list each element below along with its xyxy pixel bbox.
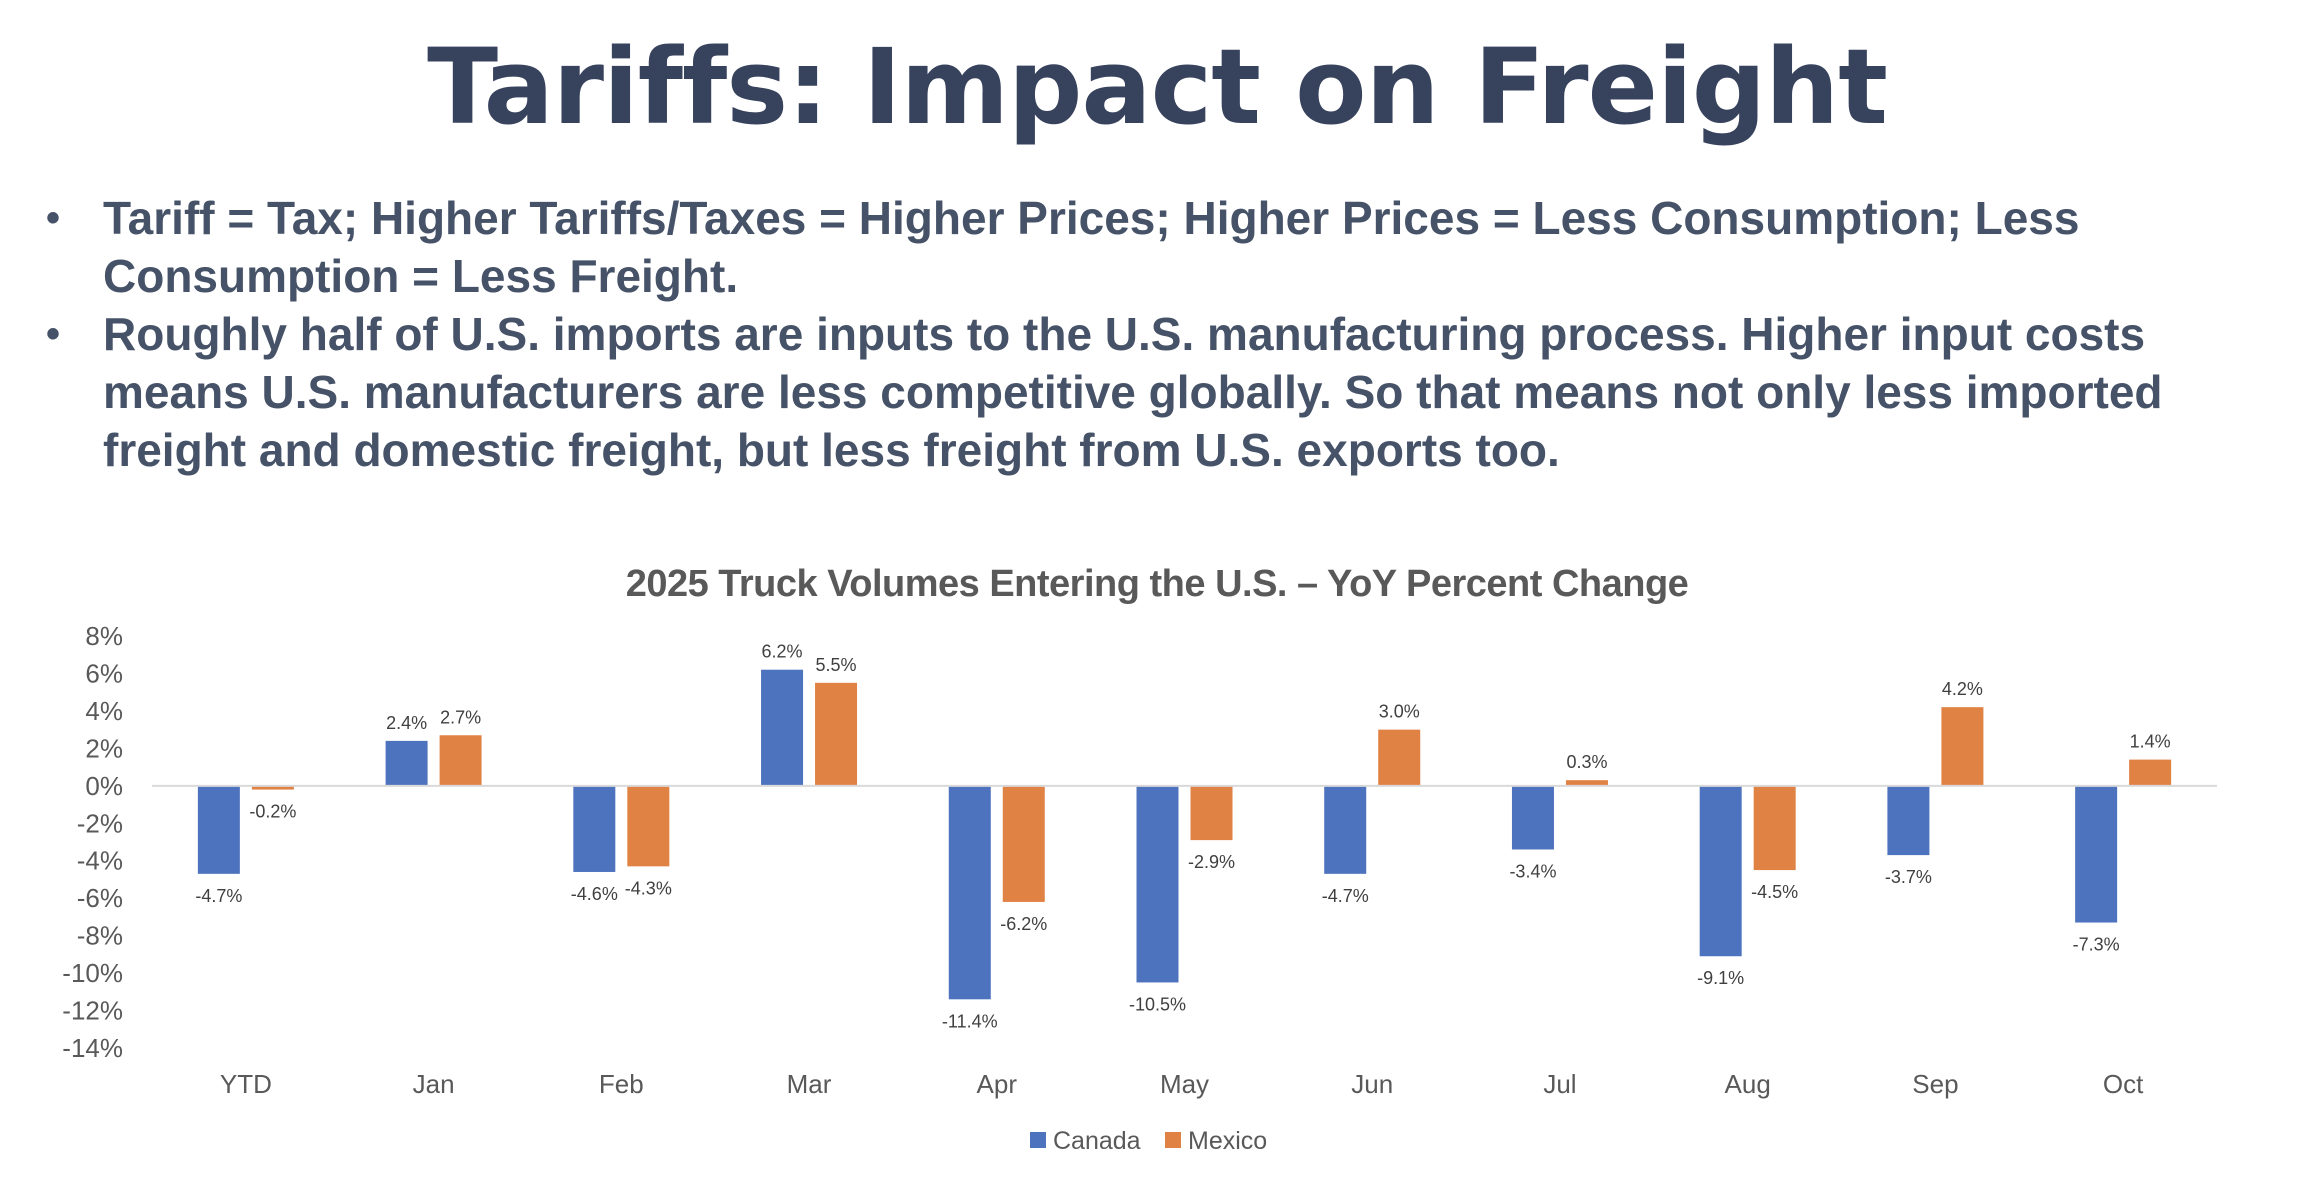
data-label-mexico: -4.3% [625,878,672,898]
legend-swatch-mexico [1165,1132,1181,1148]
y-tick-label: -2% [77,808,123,838]
category-label: Jul [1543,1069,1576,1099]
data-label-canada: -4.7% [1322,886,1369,906]
bar-canada [573,785,616,872]
category-label: Jun [1351,1069,1393,1099]
data-label-mexico: -0.2% [249,802,296,822]
data-label-mexico: 0.3% [1566,752,1607,772]
bar-canada [1511,785,1554,850]
data-label-mexico: 5.5% [816,655,857,675]
bar-mexico [1378,729,1421,786]
data-label-canada: 6.2% [762,642,803,662]
y-tick-label: 0% [85,771,123,801]
category-label: YTD [220,1069,272,1099]
bar-mexico [1753,785,1796,871]
data-label-mexico: 2.7% [440,707,481,727]
category-label: Aug [1725,1069,1771,1099]
bar-mexico [1002,785,1045,902]
y-axis: 8% 6% 4% 2% 0% -2% -4% -6% -8% -10% -12% -14% [62,621,123,1063]
data-label-canada: -10.5% [1129,994,1186,1014]
bullet-item: • Tariff = Tax; Higher Tariffs/Taxes = H… [0,189,2314,305]
bar-mexico [1190,785,1233,841]
y-tick-label: 2% [85,733,123,763]
chart-title: 2025 Truck Volumes Entering the U.S. – Y… [625,563,1689,605]
bar-canada [1324,785,1367,874]
category-label: Mar [787,1069,832,1099]
data-label-mexico: -2.9% [1188,852,1235,872]
bullet-icon: • [46,312,61,356]
y-tick-label: -6% [77,883,123,913]
bar-canada [385,740,428,786]
bar-canada [1699,785,1742,957]
bar-canada [2075,785,2118,923]
category-label: Apr [977,1069,1018,1099]
data-label-canada: -3.4% [1509,861,1556,881]
bar-canada [1136,785,1179,983]
bullet-list: • Tariff = Tax; Higher Tariffs/Taxes = H… [0,189,2314,479]
bullet-text-line: Roughly half of U.S. imports are inputs … [103,308,2146,360]
legend: Canada Mexico [1030,1127,1267,1155]
category-label: Sep [1912,1069,1958,1099]
data-label-canada: -11.4% [942,1011,998,1031]
bar-mexico [815,682,858,786]
data-labels: -4.7% 2.4% -4.6% 6.2% -11.4% -10.5% -4.7% -3.4%… [195,642,2170,1032]
bullet-item: • Roughly half of U.S. imports are input… [0,305,2314,479]
bar-canada [197,785,240,874]
bullet-text-line: means U.S. manufacturers are less compet… [103,366,2163,418]
bullet-text-line: freight and domestic freight, but less f… [103,424,1560,476]
data-label-canada: -9.1% [1697,968,1744,988]
y-tick-label: -4% [77,846,123,876]
y-tick-label: 6% [85,658,123,688]
bar-mexico [439,735,482,786]
category-label: Feb [599,1069,644,1099]
y-tick-label: 4% [85,696,123,726]
category-label: May [1160,1069,1209,1099]
data-label-canada: -7.3% [2073,935,2120,955]
bullet-text-line: Tariff = Tax; Higher Tariffs/Taxes = Hig… [103,192,2080,244]
bar-canada [948,785,991,1000]
legend-swatch-canada [1030,1132,1046,1148]
data-label-mexico: -6.2% [1000,914,1047,934]
data-label-canada: -4.6% [571,884,618,904]
bar-canada [1887,785,1930,856]
x-axis: YTD Jan Feb Mar Apr May Jun Jul Aug Sep Oct [220,1069,2144,1099]
data-label-mexico: 4.2% [1942,679,1983,699]
bar-mexico [1941,707,1984,786]
y-tick-label: 8% [85,621,123,651]
y-tick-label: -12% [62,996,123,1026]
data-label-mexico: 3.0% [1379,702,1420,722]
category-label: Jan [413,1069,455,1099]
y-tick-label: -8% [77,921,123,951]
category-label: Oct [2103,1069,2144,1099]
legend-label-mexico: Mexico [1188,1127,1267,1155]
bar-mexico [251,785,294,790]
y-tick-label: -14% [62,1033,123,1063]
slide-title: Tariffs: Impact on Freight [427,26,1888,148]
y-tick-label: -10% [62,958,123,988]
bar-mexico [627,785,670,867]
data-label-canada: -3.7% [1885,867,1932,887]
data-label-mexico: -4.5% [1751,882,1798,902]
data-label-canada: -4.7% [195,886,242,906]
data-label-mexico: 1.4% [2130,732,2171,752]
legend-label-canada: Canada [1053,1127,1141,1155]
bar-canada [761,669,804,786]
bar-marks [197,669,2172,1000]
data-label-canada: 2.4% [386,713,427,733]
bullet-text-line: Consumption = Less Freight. [103,250,739,302]
bar-mexico [2129,759,2172,786]
bar-mexico [1565,780,1608,786]
bullet-icon: • [46,196,61,240]
